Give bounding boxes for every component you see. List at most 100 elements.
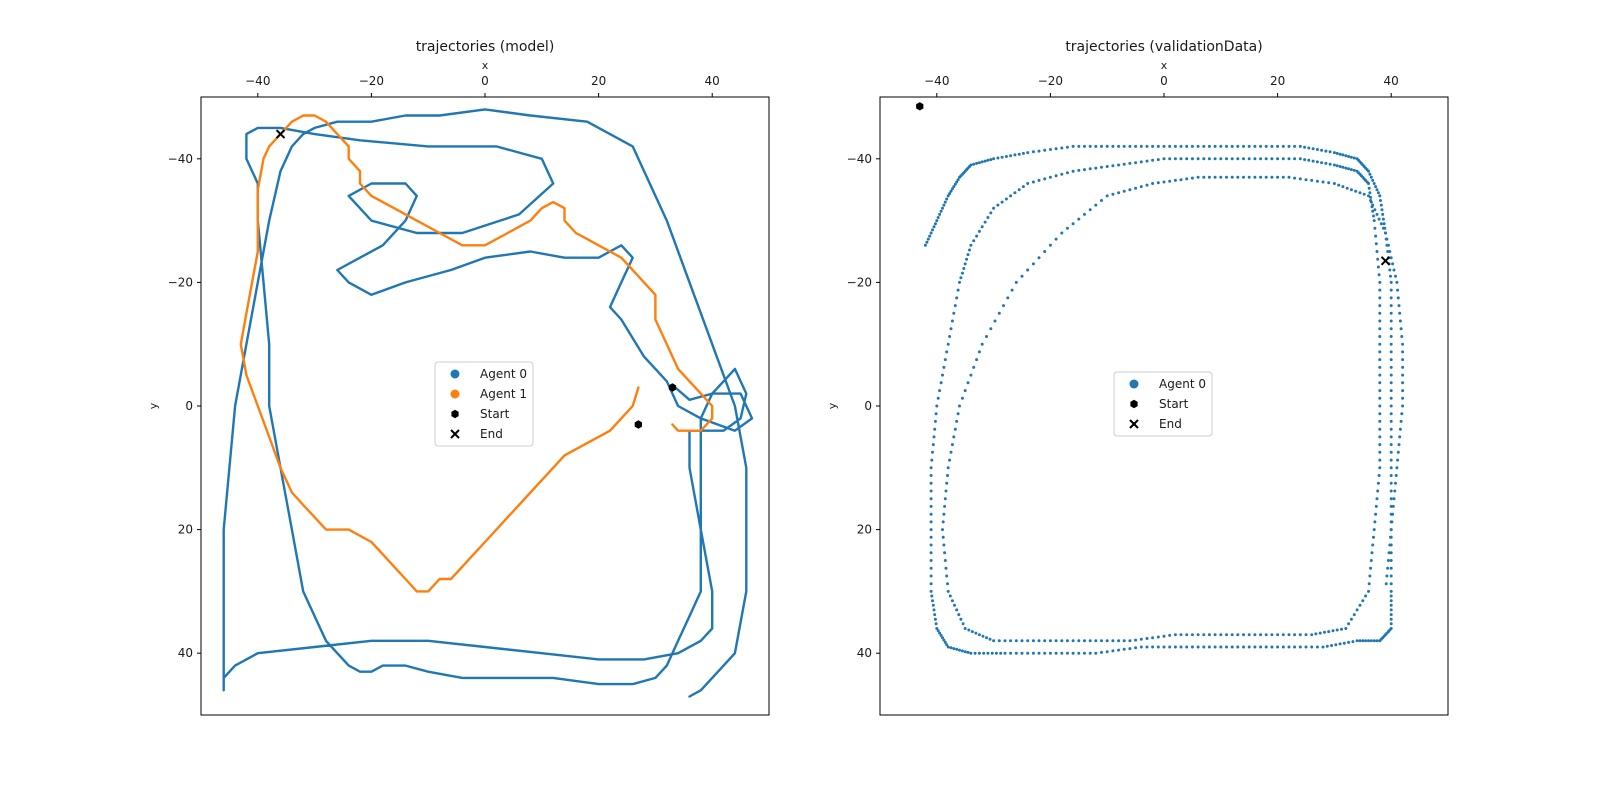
data-point — [929, 466, 933, 470]
data-point — [1287, 157, 1291, 161]
data-point — [929, 528, 933, 532]
data-point — [1207, 157, 1211, 161]
data-point — [1054, 651, 1058, 655]
data-point — [1367, 169, 1370, 173]
data-point — [1270, 144, 1274, 148]
data-point — [1259, 144, 1263, 148]
data-point — [1105, 165, 1109, 168]
data-point — [1111, 639, 1115, 643]
data-point — [1156, 635, 1160, 639]
data-point — [1374, 504, 1378, 508]
data-point — [1314, 632, 1318, 636]
data-point — [1389, 412, 1393, 416]
data-point — [1389, 288, 1393, 292]
data-point — [966, 253, 970, 257]
data-point — [1083, 144, 1086, 148]
plot-area — [923, 144, 1405, 655]
data-point — [1077, 651, 1081, 655]
data-point — [1370, 551, 1374, 555]
data-point — [929, 504, 933, 508]
data-point — [942, 365, 946, 369]
data-point — [1347, 640, 1351, 644]
data-point — [1395, 466, 1399, 470]
data-point — [1389, 419, 1393, 423]
data-point — [1401, 381, 1405, 385]
data-point — [1100, 144, 1103, 148]
data-point — [934, 622, 938, 626]
data-point — [1105, 639, 1109, 643]
data-point — [1230, 157, 1234, 161]
data-point — [1094, 144, 1098, 148]
data-point — [1247, 144, 1251, 148]
data-point — [1367, 182, 1370, 185]
data-point — [1026, 151, 1030, 155]
data-point — [1253, 175, 1257, 179]
data-point — [1389, 450, 1393, 454]
data-point — [997, 311, 1001, 315]
data-point — [943, 200, 947, 204]
data-point — [1321, 180, 1325, 184]
data-point — [1236, 633, 1240, 637]
data-point — [929, 543, 933, 547]
data-point — [1037, 149, 1041, 153]
data-point — [969, 373, 973, 377]
data-point — [1389, 350, 1393, 354]
y-tick-label: −40 — [168, 152, 193, 166]
data-point — [1332, 151, 1336, 155]
data-point — [1373, 208, 1377, 212]
data-point — [1324, 161, 1328, 165]
start-marker — [668, 383, 677, 392]
data-point — [1398, 427, 1402, 431]
data-point — [929, 497, 933, 501]
data-point — [1369, 199, 1373, 202]
data-point — [953, 427, 957, 431]
x-tick-label: 20 — [591, 74, 606, 88]
legend-start-marker — [1130, 399, 1138, 409]
data-point — [1259, 633, 1263, 637]
data-point — [1304, 645, 1308, 649]
data-point — [1225, 633, 1228, 637]
data-point — [1378, 311, 1382, 315]
y-tick-label: 40 — [857, 646, 872, 660]
data-point — [999, 651, 1003, 655]
data-point — [1347, 622, 1351, 626]
data-point — [933, 222, 937, 226]
data-point — [1390, 520, 1394, 524]
data-point — [1321, 645, 1325, 649]
legend-end-label: End — [480, 427, 503, 441]
y-tick-label: −20 — [847, 275, 872, 289]
data-point — [1376, 191, 1380, 195]
data-point — [1202, 645, 1206, 649]
data-point — [948, 335, 952, 338]
data-point — [1372, 528, 1376, 532]
data-point — [1377, 474, 1381, 477]
data-point — [972, 239, 976, 243]
data-point — [1264, 633, 1268, 637]
data-point — [1298, 157, 1302, 161]
data-point — [1344, 627, 1348, 630]
data-point — [980, 160, 984, 164]
data-point — [1026, 182, 1030, 185]
data-point — [1389, 274, 1392, 278]
legend-start-label: Start — [480, 407, 510, 421]
data-point — [941, 206, 944, 210]
data-point — [1253, 633, 1257, 637]
data-point — [1389, 373, 1393, 377]
data-point — [1371, 209, 1375, 213]
data-point — [1014, 280, 1018, 284]
data-point — [1010, 288, 1014, 292]
data-point — [1168, 157, 1172, 161]
data-point — [1374, 185, 1378, 189]
data-point — [945, 574, 949, 578]
legend-agent-1-label: Agent 1 — [480, 387, 527, 401]
data-point — [933, 613, 937, 617]
data-point — [997, 639, 1001, 643]
axes-frame — [879, 96, 1449, 716]
data-point — [1185, 177, 1189, 181]
data-point — [1351, 640, 1355, 644]
data-point — [1037, 651, 1041, 655]
data-point — [1385, 237, 1389, 241]
data-point — [1381, 217, 1385, 221]
data-point — [1230, 633, 1234, 637]
